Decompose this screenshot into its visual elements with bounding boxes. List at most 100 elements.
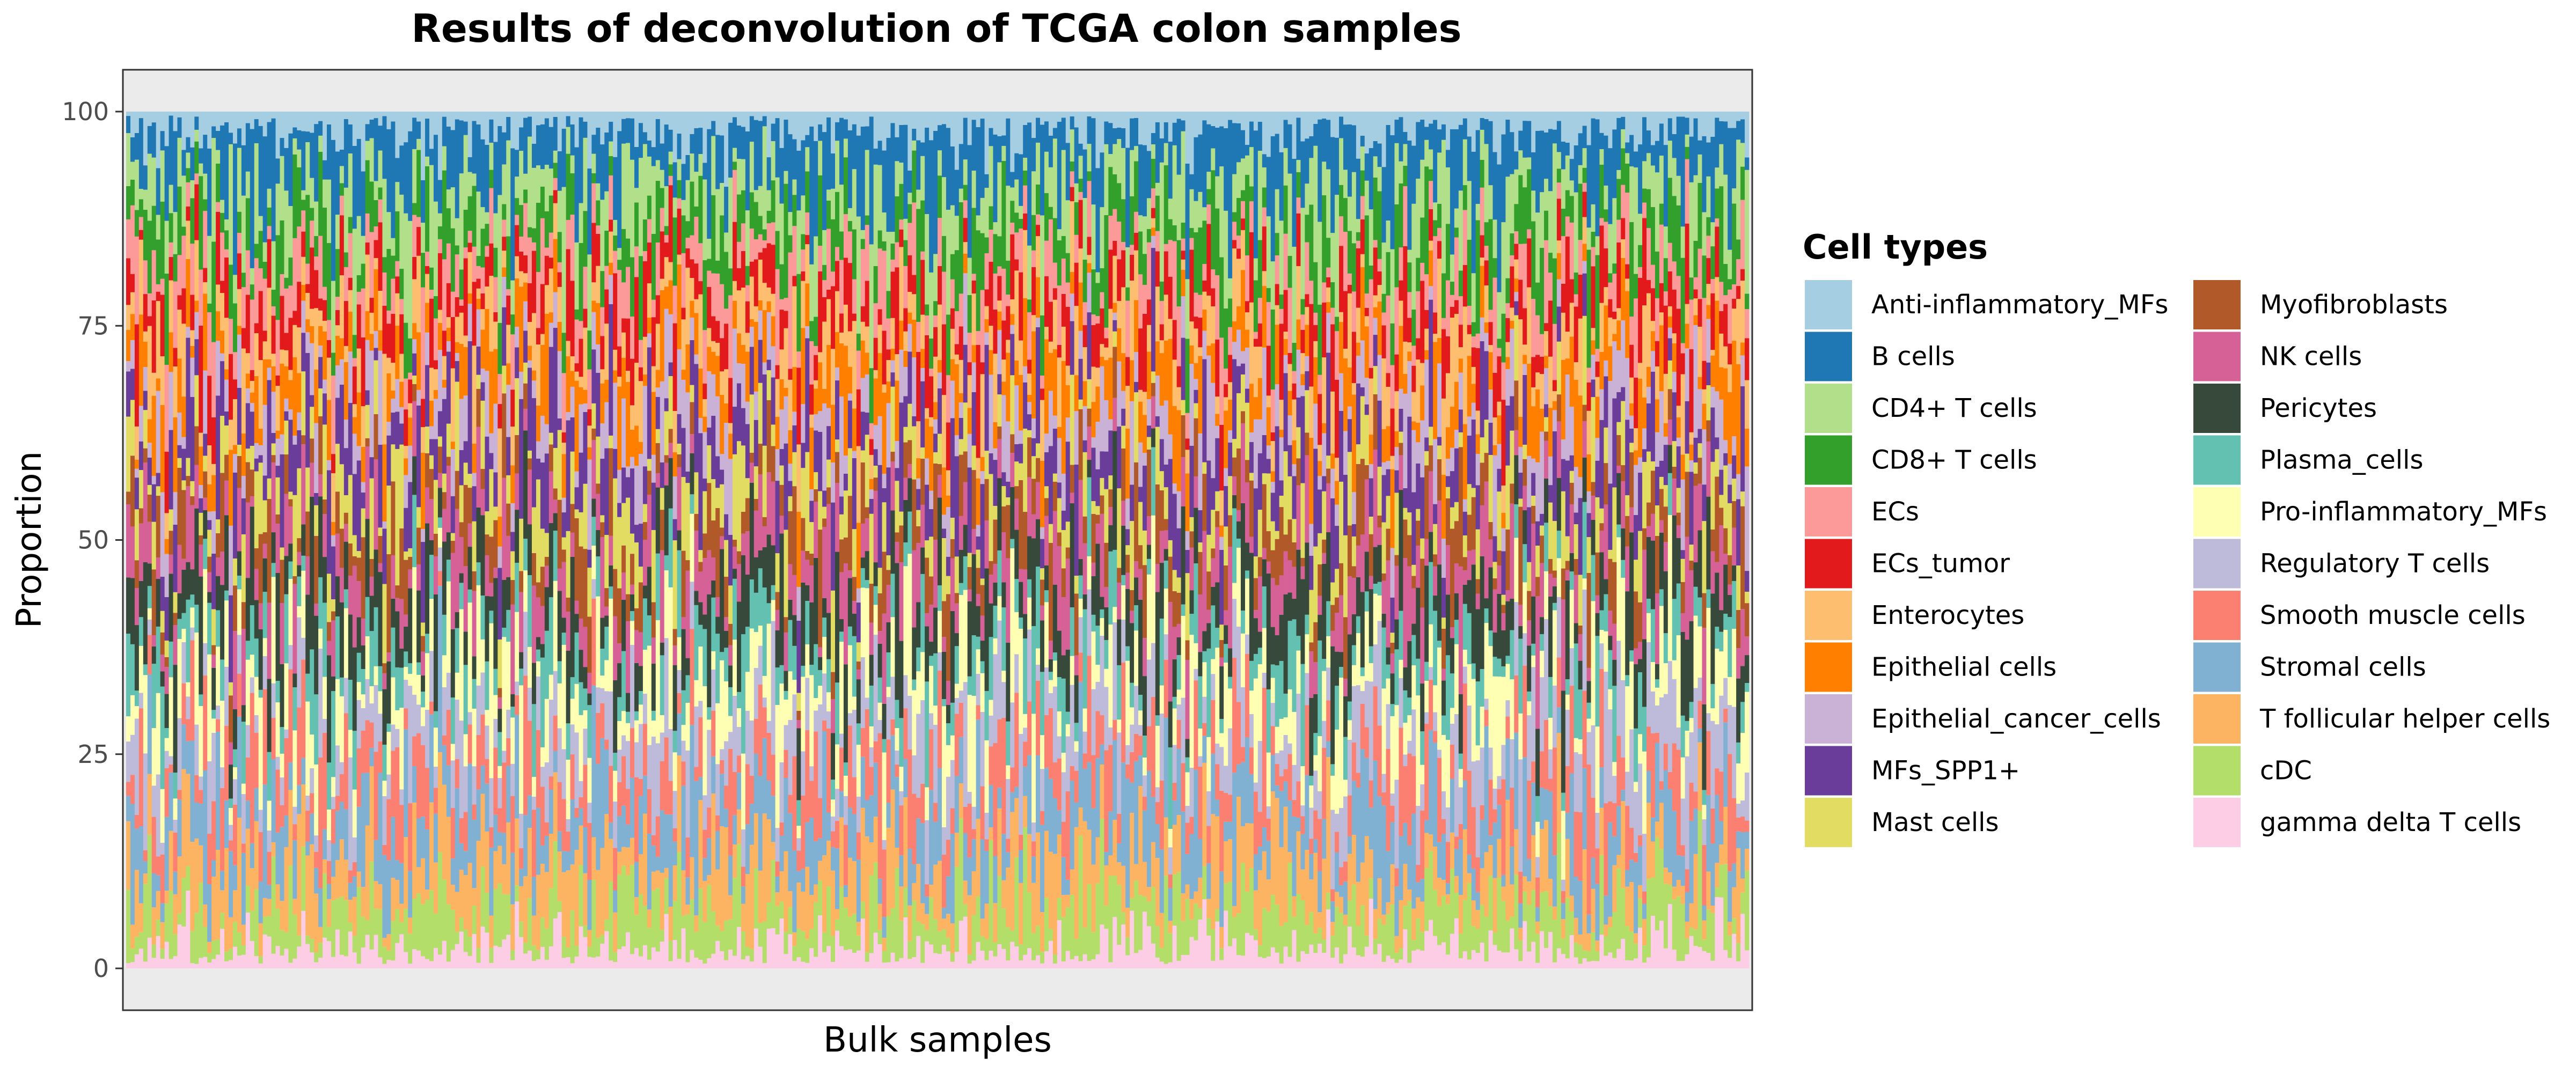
bar-segment (690, 317, 694, 340)
bar-segment (181, 878, 186, 927)
bar-segment (374, 935, 378, 968)
bar-segment (416, 867, 421, 894)
bar-segment (190, 147, 195, 180)
bar-segment (177, 186, 182, 255)
bar-segment (361, 947, 366, 968)
bar-segment (779, 871, 784, 902)
bar-segment (228, 825, 233, 841)
bar-segment (609, 156, 613, 176)
bar-segment (467, 474, 472, 488)
bar-segment (728, 895, 733, 920)
bar-segment (677, 134, 682, 159)
bar-segment (395, 598, 400, 612)
bar-segment (903, 240, 908, 266)
bar-segment (1010, 172, 1015, 188)
bar-segment (886, 697, 891, 740)
bar-segment (865, 413, 870, 435)
bar-segment (1091, 366, 1096, 402)
bar-segment (839, 185, 844, 232)
bar-segment (553, 203, 558, 239)
bar-segment (818, 411, 823, 432)
bar-segment (596, 303, 601, 344)
bar-segment (437, 322, 443, 350)
bar-segment (143, 884, 148, 962)
bar-segment (232, 445, 238, 454)
bar-segment (408, 379, 413, 403)
bar-segment (147, 326, 152, 420)
bar-segment (626, 723, 631, 741)
bar-segment (459, 399, 464, 450)
bar-segment (976, 649, 980, 674)
bar-segment (232, 143, 238, 275)
bar-segment (908, 749, 912, 849)
bar-segment (912, 793, 917, 865)
bar-segment (613, 251, 618, 274)
bar-segment (958, 112, 964, 144)
bar-segment (860, 378, 866, 412)
bar-segment (826, 459, 831, 488)
bar-segment (796, 620, 801, 693)
bar-segment (203, 471, 208, 498)
bar-segment (237, 289, 242, 326)
bar-segment (929, 713, 934, 730)
bar-segment (416, 405, 421, 508)
bar-segment (134, 509, 140, 561)
bar-segment (1031, 112, 1036, 138)
bar-segment (971, 806, 977, 829)
bar-segment (647, 645, 652, 745)
bar-segment (933, 254, 938, 302)
bar-segment (156, 920, 161, 936)
bar-segment (976, 674, 980, 705)
bar-segment (228, 354, 233, 420)
bar-segment (997, 808, 1002, 876)
bar-segment (908, 324, 912, 352)
bar-segment (903, 477, 908, 500)
bar-segment (574, 242, 579, 310)
bar-segment (391, 627, 396, 678)
bar-segment (1074, 202, 1079, 235)
bar-segment (642, 144, 648, 220)
bar-segment (946, 594, 951, 681)
bar-segment (647, 459, 652, 471)
bar-segment (895, 468, 899, 481)
bar-segment (843, 112, 848, 120)
bar-segment (1070, 112, 1075, 116)
bar-segment (920, 903, 925, 924)
bar-segment (1061, 857, 1066, 895)
bar-segment (771, 754, 775, 796)
bar-segment (288, 380, 293, 410)
bar-segment (1061, 678, 1066, 753)
bar-segment (421, 651, 426, 676)
bar-segment (642, 336, 648, 374)
bar-segment (720, 826, 724, 931)
bar-segment (515, 510, 519, 563)
bar-segment (753, 202, 759, 240)
bar-segment (275, 514, 280, 524)
bar-segment (1010, 767, 1015, 792)
bar-segment (173, 613, 178, 626)
bar-segment (771, 424, 775, 446)
bar-segment (933, 463, 938, 540)
bar-segment (510, 694, 515, 707)
bar-segment (711, 374, 716, 416)
bar-segment (664, 242, 669, 258)
bar-segment (609, 598, 613, 692)
bar-segment (1040, 769, 1045, 811)
bar-segment (672, 112, 677, 163)
bar-segment (245, 449, 251, 462)
bar-segment (207, 602, 212, 655)
bar-segment (429, 714, 434, 803)
bar-segment (459, 931, 464, 968)
bar-segment (651, 454, 656, 483)
bar-segment (356, 460, 362, 552)
bar-segment (194, 964, 199, 968)
bar-segment (335, 796, 340, 811)
bar-segment (540, 124, 545, 170)
bar-segment (1078, 330, 1083, 359)
bar-segment (134, 690, 140, 707)
bar-segment (847, 578, 853, 627)
bar-segment (1074, 827, 1079, 939)
bar-segment (967, 112, 972, 145)
bar-segment (164, 768, 169, 817)
bar-segment (609, 839, 613, 881)
